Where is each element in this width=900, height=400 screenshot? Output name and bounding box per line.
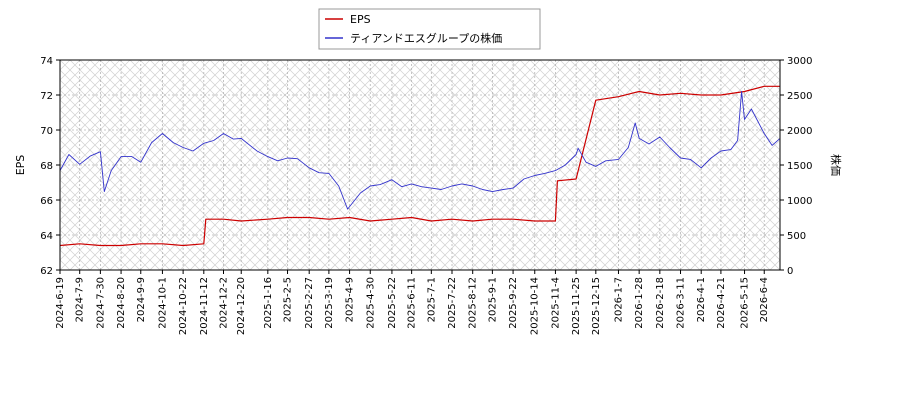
series-line-eps (59, 85, 780, 247)
x-tick-label: 2024-7-9 (75, 277, 86, 322)
x-tick-label: 2024-6-19 (55, 277, 66, 329)
y-right-tick-label: 500 (787, 231, 806, 242)
x-tick-label: 2025-2-27 (304, 277, 315, 329)
legend-label-price: ティアンドエスグループの株価 (350, 31, 502, 45)
x-tick-label: 2025-1-16 (263, 277, 274, 329)
y-left-tick-label: 68 (40, 161, 53, 172)
x-tick-label: 2026-1-7 (613, 277, 624, 322)
legend-label-eps: EPS (350, 13, 371, 26)
y-right-tick-label: 1000 (787, 196, 812, 207)
x-tick-label: 2025-9-1 (487, 277, 498, 322)
x-tick-label: 2024-10-1 (157, 277, 168, 329)
x-tick-label: 2026-1-28 (634, 277, 645, 329)
y-right-tick-label: 3000 (787, 56, 812, 67)
x-tick-label: 2025-11-25 (571, 277, 582, 335)
x-tick-label: 2026-4-1 (696, 277, 707, 322)
x-tick-label: 2025-3-19 (324, 277, 335, 329)
series-group (59, 85, 781, 247)
x-tick-label: 2024-12-20 (236, 277, 247, 335)
y-right-tick-label: 0 (787, 266, 793, 277)
x-tick-label: 2025-4-30 (365, 277, 376, 329)
y-right-tick-label: 2000 (787, 126, 812, 137)
x-tick-label: 2025-4-9 (345, 277, 356, 322)
x-tick-label: 2025-8-12 (468, 277, 479, 329)
x-tick-label: 2025-9-22 (508, 277, 519, 329)
x-tick-label: 2025-7-22 (447, 277, 458, 329)
y-right-tick-label: 2500 (787, 91, 812, 102)
y-right-tick-label: 1500 (787, 161, 812, 172)
y-left-tick-label: 64 (40, 231, 53, 242)
y-left-tick-label: 66 (40, 196, 53, 207)
x-tick-label: 2024-12-2 (219, 277, 230, 329)
x-tick-label: 2026-6-4 (759, 277, 770, 322)
x-tick-label: 2026-4-21 (716, 277, 727, 329)
x-tick-label: 2025-6-11 (407, 277, 418, 329)
x-tick-label: 2025-12-15 (591, 277, 602, 335)
x-tick-label: 2025-2-5 (283, 277, 294, 322)
legend: EPS ティアンドエスグループの株価 (318, 8, 541, 50)
y-axis-label-left: EPS (14, 155, 27, 176)
x-tick-label: 2024-10-22 (178, 277, 189, 335)
x-tick-label: 2024-11-12 (199, 277, 210, 335)
x-tick-label: 2025-7-1 (426, 277, 437, 322)
x-tick-label: 2024-9-9 (136, 277, 147, 322)
x-tick-label: 2026-3-11 (676, 277, 687, 329)
y-axis-label-right: 株価 (829, 154, 843, 176)
x-tick-label: 2025-10-14 (530, 277, 541, 335)
legend-box (318, 8, 541, 50)
x-tick-label: 2026-5-15 (740, 277, 751, 329)
y-left-tick-label: 72 (40, 91, 53, 102)
y-left-tick-label: 74 (40, 56, 53, 67)
x-tick-label: 2025-5-22 (387, 277, 398, 329)
x-tick-label: 2026-2-18 (655, 277, 666, 329)
x-tick-label: 2024-7-30 (95, 277, 106, 329)
series-line-price (59, 91, 781, 210)
x-tick-label: 2024-8-20 (116, 277, 127, 329)
tick-group: 62 64 66 68 70 72 74 0 500 1000 1500 2000 2500 3000 20… (40, 56, 812, 335)
y-left-tick-label: 62 (40, 266, 53, 277)
x-tick-label: 2025-11-4 (550, 277, 561, 329)
y-left-tick-label: 70 (40, 126, 53, 137)
